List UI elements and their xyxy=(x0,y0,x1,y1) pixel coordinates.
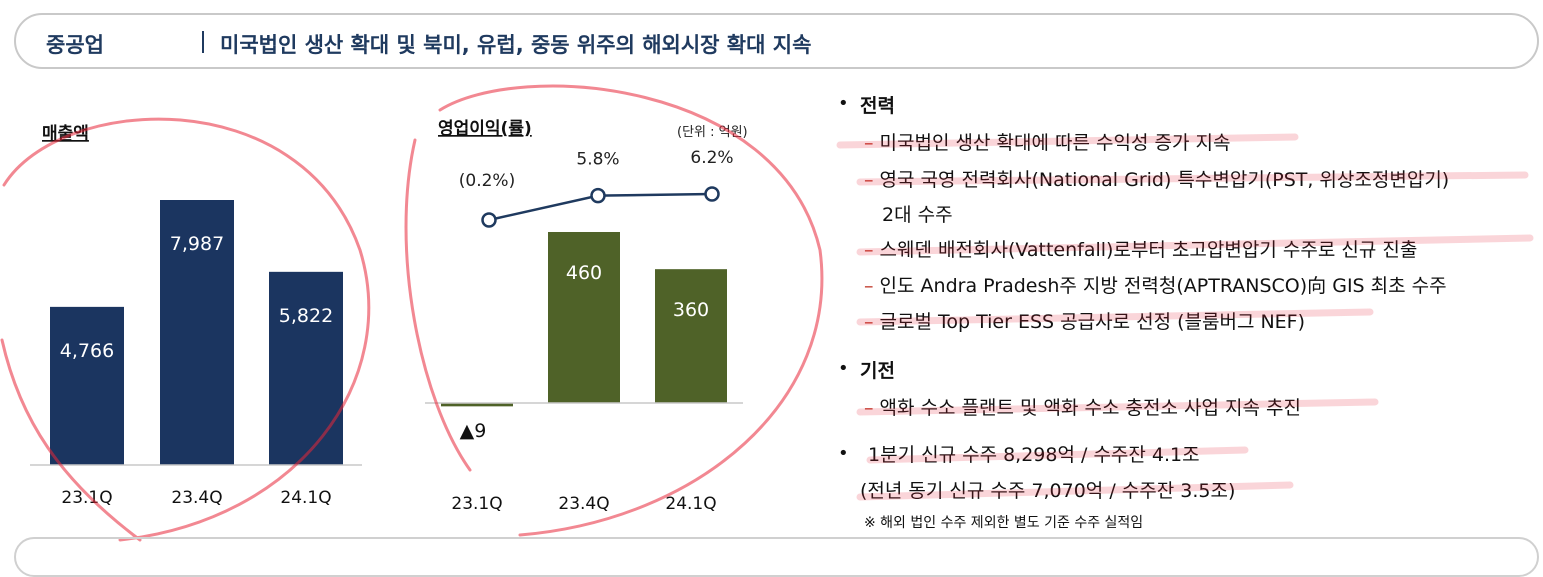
dash-mark: – xyxy=(864,275,874,297)
op-value-label: ▲9 xyxy=(460,420,487,442)
revenue-x-tick: 23.4Q xyxy=(171,488,222,508)
revenue-chart-title: 매출액 xyxy=(42,124,89,144)
dash-mark: – xyxy=(864,239,874,261)
machinery-heading: 기전 xyxy=(860,360,895,382)
sector-label: 중공업 xyxy=(46,33,104,57)
bullet-dot: • xyxy=(838,443,849,464)
header-title: 미국법인 생산 확대 및 북미, 유럽, 중동 위주의 해외시장 확대 지속 xyxy=(220,33,812,57)
operating-profit-chart: 영업이익(률) (단위 : 억원) ▲9 23.1Q 460 23.4Q 360 24.1… xyxy=(425,119,748,514)
op-margin-point xyxy=(704,186,720,202)
power-item-2: – 영국 국영 전력회사(National Grid) 특수변압기(PST, 위… xyxy=(864,165,1449,192)
op-margin-label: (0.2%) xyxy=(459,171,515,191)
op-margin-point xyxy=(481,212,497,228)
revenue-bar-23.1Q xyxy=(50,306,124,465)
revenue-chart: 매출액 4,766 23.1Q 7,987 23.4Q 5,822 24.1Q xyxy=(30,124,362,508)
bullet-dot: • xyxy=(838,358,849,379)
power-item-5-text: 글로벌 Top Tier ESS 공급사로 선정 (블룸버그 NEF) xyxy=(879,311,1306,333)
op-margin-label: 5.8% xyxy=(576,150,619,170)
section-header: 중공업 미국법인 생산 확대 및 북미, 유럽, 중동 위주의 해외시장 확대 … xyxy=(14,13,1539,69)
unit-label: (단위 : 억원) xyxy=(677,125,748,140)
op-chart-title: 영업이익(률) xyxy=(438,119,532,139)
power-item-5: – 글로벌 Top Tier ESS 공급사로 선정 (블룸버그 NEF) xyxy=(864,307,1305,334)
dash-mark: – xyxy=(864,311,874,333)
op-bar-23.4Q xyxy=(548,232,620,403)
orders-note: ※ 해외 법인 수주 제외한 별도 기준 수주 실적임 xyxy=(864,515,1144,531)
power-item-2-text: 영국 국영 전력회사(National Grid) 특수변압기(PST, 위상조… xyxy=(879,169,1450,191)
revenue-x-tick: 23.1Q xyxy=(61,488,112,508)
power-item-3: – 스웨덴 배전회사(Vattenfall)로부터 초고압변압기 수주로 신규 … xyxy=(864,235,1417,262)
op-value-label: 360 xyxy=(673,299,709,321)
revenue-value-label: 5,822 xyxy=(279,305,333,327)
op-bar-24.1Q xyxy=(655,269,727,403)
power-item-1: – 미국법인 생산 확대에 따른 수익성 증가 지속 xyxy=(864,128,1230,155)
dash-mark: – xyxy=(864,132,874,154)
power-item-4: – 인도 Andra Pradesh주 지방 전력청(APTRANSCO)向 G… xyxy=(864,271,1447,298)
power-item-1-text: 미국법인 생산 확대에 따른 수익성 증가 지속 xyxy=(879,132,1231,154)
orders-line-2: (전년 동기 신규 수주 7,070억 / 수주잔 3.5조) xyxy=(860,480,1236,502)
op-x-tick: 23.4Q xyxy=(558,494,609,514)
bullet-dot: • xyxy=(838,93,849,114)
power-item-4-text: 인도 Andra Pradesh주 지방 전력청(APTRANSCO)向 GIS… xyxy=(879,275,1447,297)
op-x-tick: 23.1Q xyxy=(451,494,502,514)
next-section-frame xyxy=(14,537,1539,577)
op-x-tick: 24.1Q xyxy=(665,494,716,514)
revenue-x-tick: 24.1Q xyxy=(280,488,331,508)
power-item-3-text: 스웨덴 배전회사(Vattenfall)로부터 초고압변압기 수주로 신규 진출 xyxy=(879,239,1418,261)
machinery-item-1: – 액화 수소 플랜트 및 액화 수소 충전소 사업 지속 추진 xyxy=(864,393,1301,420)
machinery-item-1-text: 액화 수소 플랜트 및 액화 수소 충전소 사업 지속 추진 xyxy=(879,397,1301,419)
revenue-value-label: 4,766 xyxy=(60,340,114,362)
revenue-bar-24.1Q xyxy=(269,271,343,465)
charts-area: 매출액 4,766 23.1Q 7,987 23.4Q 5,822 24.1Q 영업이익(… xyxy=(30,119,748,514)
dash-mark: – xyxy=(864,397,874,419)
op-value-label: 460 xyxy=(566,262,602,284)
op-margin-label: 6.2% xyxy=(690,148,733,168)
power-heading: 전력 xyxy=(860,95,895,117)
op-margin-point xyxy=(590,187,606,204)
dash-mark: – xyxy=(864,169,874,191)
orders-line-1: 1분기 신규 수주 8,298억 / 수주잔 4.1조 xyxy=(868,444,1200,466)
revenue-value-label: 7,987 xyxy=(170,233,224,255)
power-item-2-cont: 2대 수주 xyxy=(882,204,953,226)
header-divider xyxy=(202,31,204,53)
